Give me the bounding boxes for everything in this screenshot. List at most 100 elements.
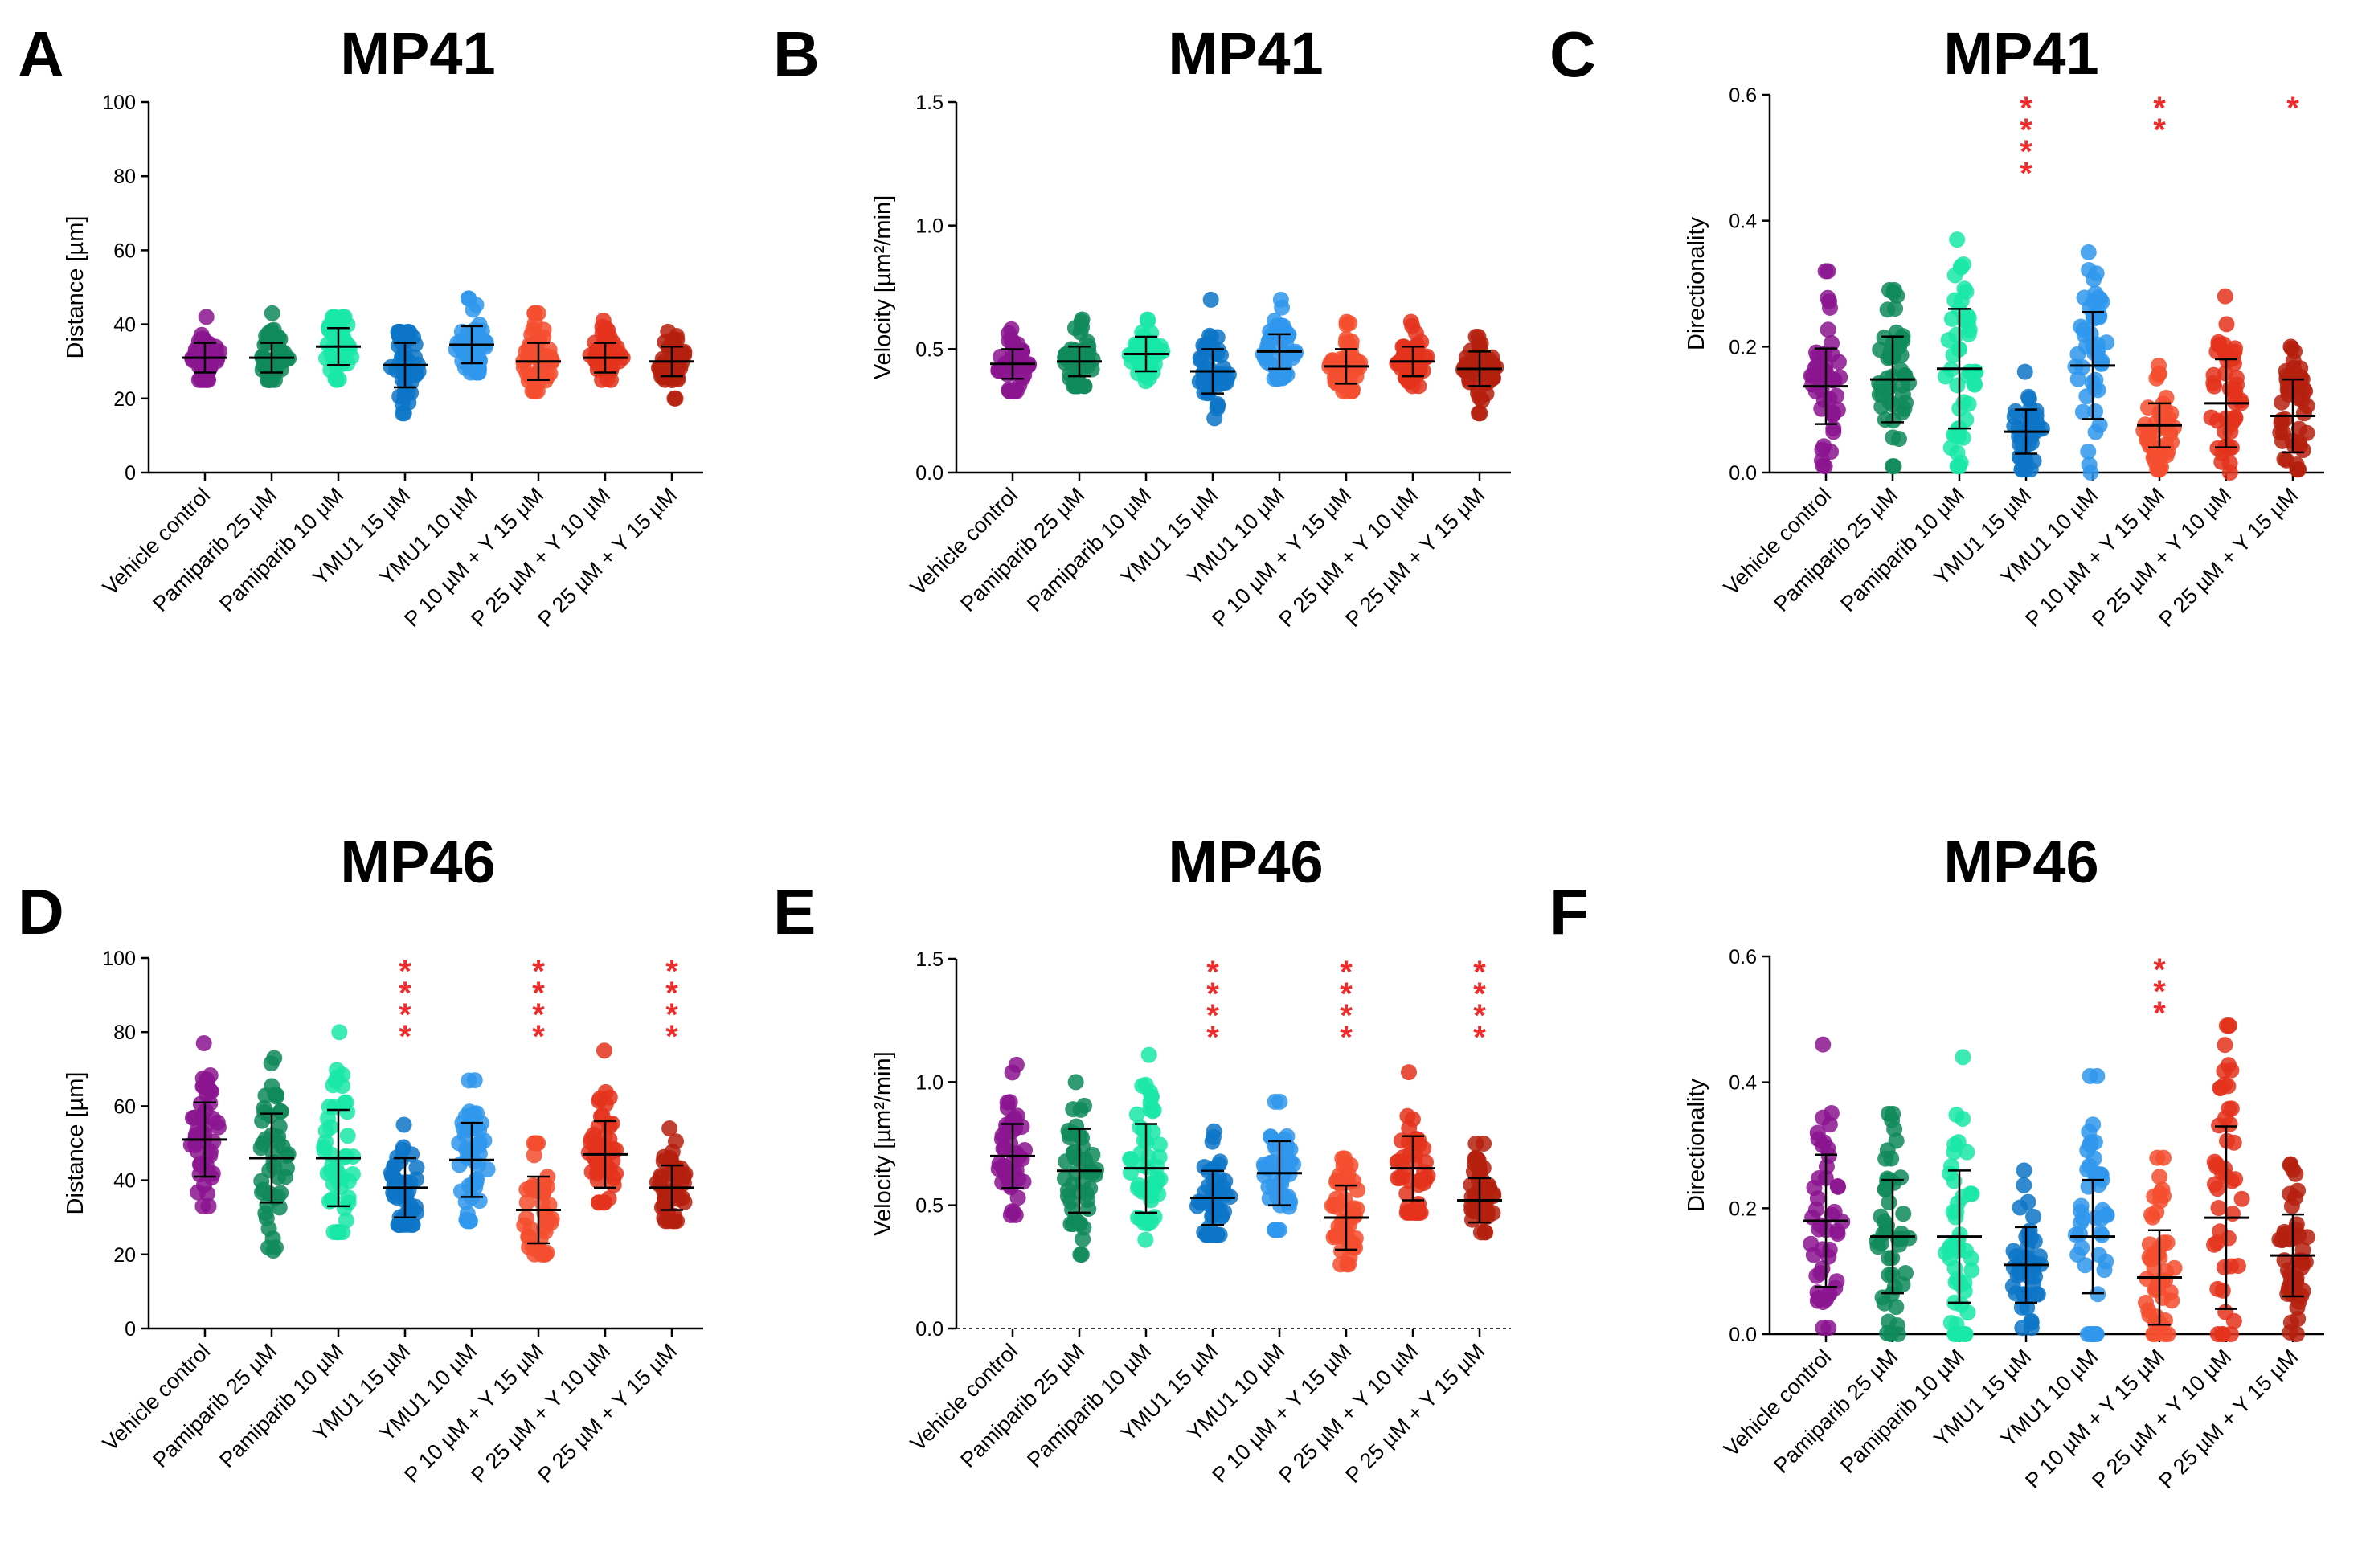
data-point bbox=[278, 1148, 295, 1165]
data-point bbox=[471, 316, 488, 333]
data-point bbox=[469, 1136, 486, 1152]
data-point bbox=[322, 1119, 339, 1136]
y-tick-label: 0.4 bbox=[1729, 211, 1757, 233]
data-point bbox=[990, 1161, 1007, 1177]
significance-star: * bbox=[1206, 976, 1219, 1012]
significance-3: **** bbox=[399, 954, 411, 1054]
data-point bbox=[2074, 359, 2091, 376]
x-tick-label: Pamiparib 10 µM bbox=[1836, 483, 1969, 616]
data-point bbox=[1803, 1235, 1820, 1252]
y-tick-label: 40 bbox=[113, 1170, 136, 1193]
data-point bbox=[1134, 1077, 1151, 1094]
data-point bbox=[1330, 1218, 1347, 1235]
significance-star: * bbox=[1206, 1020, 1219, 1055]
data-point bbox=[1828, 1273, 1845, 1290]
x-tick-label: Pamiparib 25 µM bbox=[1769, 1345, 1902, 1478]
data-point bbox=[2074, 403, 2091, 420]
data-point bbox=[521, 1238, 538, 1255]
data-point bbox=[523, 326, 540, 343]
data-point bbox=[331, 1024, 348, 1041]
data-point bbox=[1953, 259, 1970, 276]
data-point bbox=[461, 1177, 477, 1194]
data-point bbox=[2210, 1199, 2227, 1216]
data-point bbox=[1345, 381, 1361, 398]
data-point bbox=[1332, 1256, 1349, 1273]
data-point bbox=[1013, 342, 1030, 358]
y-axis-label: Directionality bbox=[1684, 217, 1709, 350]
data-point bbox=[390, 1173, 407, 1190]
data-point bbox=[1953, 293, 1970, 309]
significance-star: * bbox=[1473, 998, 1486, 1034]
data-point bbox=[2221, 1100, 2237, 1117]
points-4 bbox=[2067, 1067, 2115, 1342]
data-point bbox=[407, 366, 424, 383]
data-point bbox=[1957, 1326, 1974, 1342]
data-point bbox=[1945, 346, 1962, 363]
data-point bbox=[2216, 1062, 2233, 1079]
y-tick-label: 0.0 bbox=[915, 462, 944, 485]
significance-7: * bbox=[2286, 91, 2299, 126]
data-point bbox=[1942, 1238, 1959, 1255]
panel-letter: D bbox=[18, 876, 64, 948]
data-point bbox=[1881, 1194, 1897, 1211]
data-point bbox=[2023, 1314, 2040, 1331]
data-point bbox=[2206, 378, 2223, 395]
data-point bbox=[2280, 1280, 2297, 1297]
data-point bbox=[654, 350, 671, 367]
points-1 bbox=[252, 1050, 297, 1259]
data-point bbox=[1148, 1173, 1165, 1190]
data-point bbox=[1202, 291, 1219, 308]
data-point bbox=[198, 309, 215, 325]
significance-star: * bbox=[2020, 91, 2032, 126]
data-point bbox=[1812, 1265, 1829, 1282]
data-point bbox=[2020, 413, 2036, 430]
data-point bbox=[673, 354, 690, 371]
data-point bbox=[1946, 1136, 1963, 1153]
data-point bbox=[2277, 1230, 2294, 1247]
data-point bbox=[1947, 1209, 1964, 1226]
data-point bbox=[1463, 342, 1480, 359]
data-point bbox=[1937, 368, 1954, 385]
points-7 bbox=[1463, 1136, 1502, 1241]
data-point bbox=[338, 1148, 354, 1165]
data-point bbox=[2156, 1326, 2173, 1342]
data-point bbox=[2233, 1190, 2250, 1207]
data-point bbox=[262, 1107, 279, 1124]
data-point bbox=[1059, 351, 1076, 368]
data-point bbox=[2016, 1162, 2032, 1179]
significance-star: * bbox=[532, 1019, 545, 1054]
significance-star: * bbox=[1340, 976, 1353, 1012]
significance-star: * bbox=[1206, 998, 1219, 1034]
data-point bbox=[1394, 1148, 1411, 1165]
data-point bbox=[2286, 343, 2303, 360]
data-point bbox=[667, 1133, 684, 1150]
data-point bbox=[518, 1181, 535, 1198]
data-point bbox=[2146, 447, 2163, 464]
data-point bbox=[1470, 328, 1487, 345]
data-point bbox=[195, 1035, 212, 1052]
significance-star: * bbox=[665, 954, 678, 989]
significance-3: **** bbox=[1206, 955, 1219, 1055]
data-point bbox=[1400, 1064, 1417, 1081]
data-point bbox=[1829, 1177, 1846, 1194]
data-point bbox=[2287, 1165, 2304, 1182]
data-point bbox=[202, 1147, 219, 1164]
data-point bbox=[1815, 438, 1832, 455]
data-point bbox=[2073, 1214, 2090, 1231]
data-point bbox=[330, 1224, 346, 1241]
data-point bbox=[1949, 231, 1966, 248]
data-point bbox=[1815, 457, 1832, 474]
data-point bbox=[1810, 1131, 1827, 1148]
data-point bbox=[2290, 434, 2307, 451]
data-point bbox=[1068, 1165, 1085, 1181]
data-point bbox=[1418, 1154, 1435, 1171]
data-point bbox=[1887, 301, 1904, 317]
data-point bbox=[2225, 1134, 2242, 1151]
data-point bbox=[524, 346, 541, 363]
significance-star: * bbox=[399, 976, 411, 1011]
data-point bbox=[2016, 363, 2033, 380]
